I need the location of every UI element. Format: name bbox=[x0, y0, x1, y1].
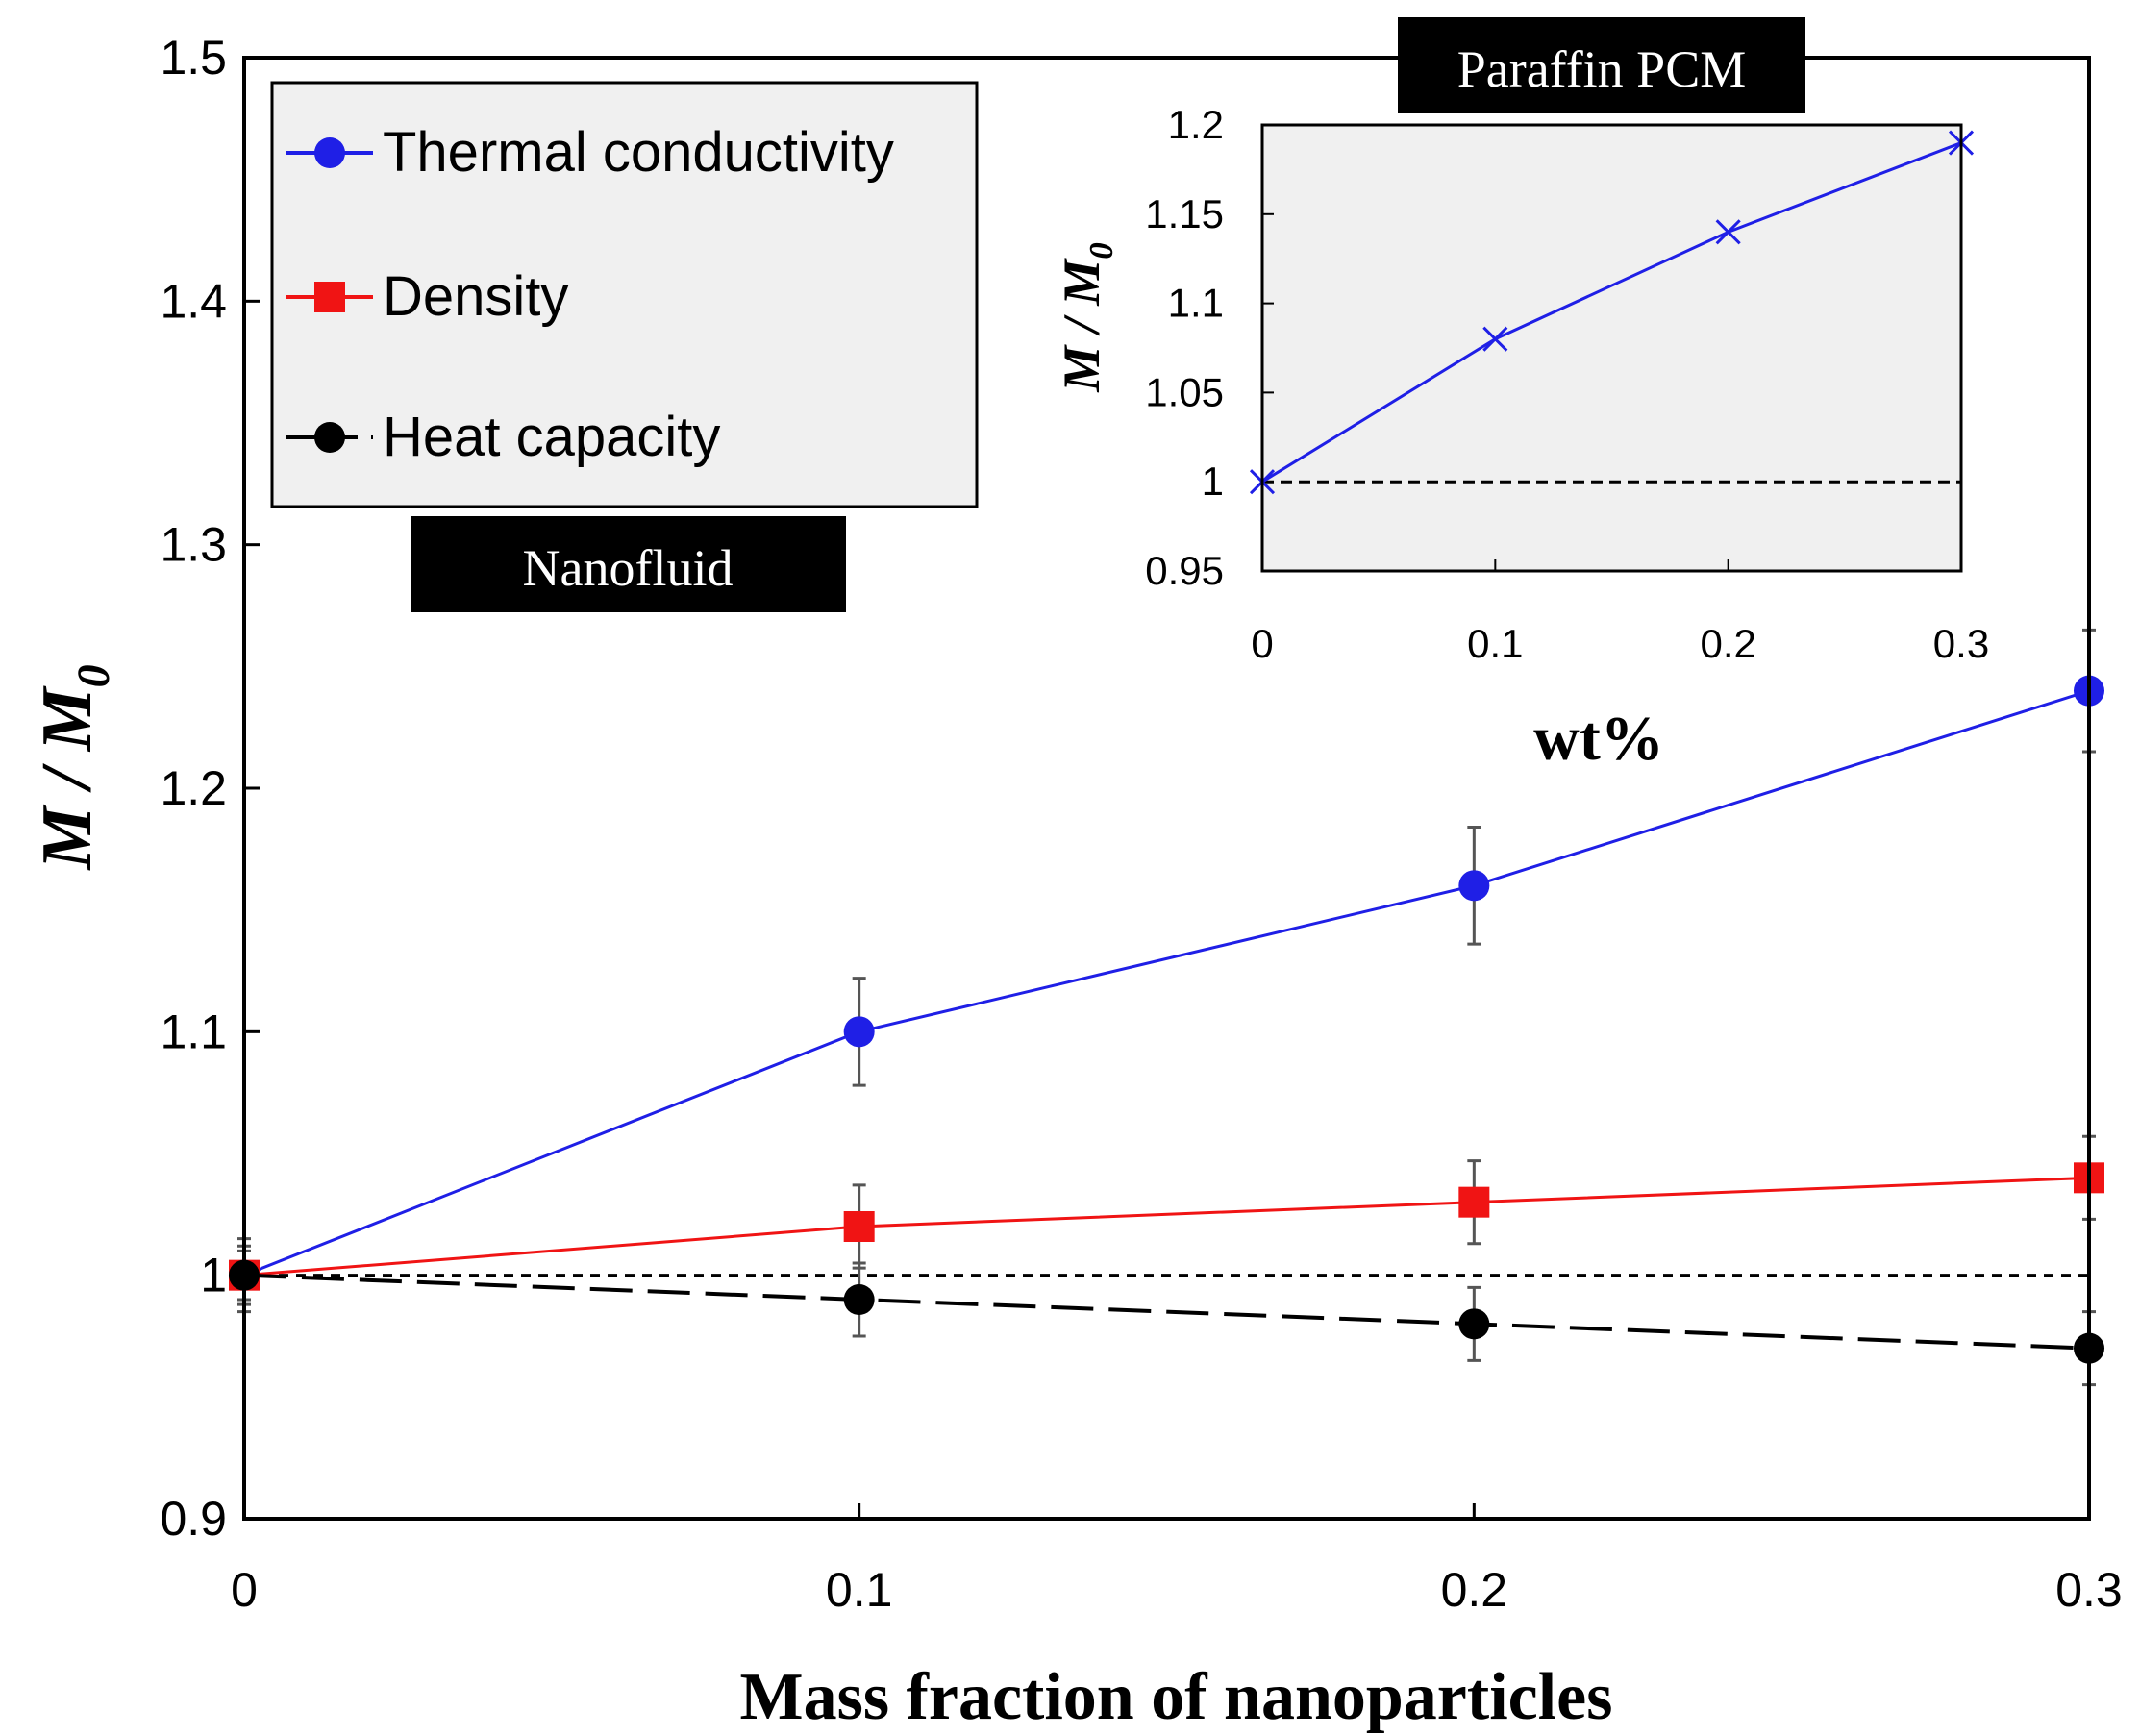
y-tick-label: 1.1 bbox=[160, 1004, 227, 1058]
inset-plot-frame bbox=[1260, 123, 1963, 573]
inset-title: Paraffin PCM bbox=[1457, 40, 1747, 98]
density-point bbox=[1458, 1186, 1490, 1218]
x-tick-label: 0 bbox=[231, 1563, 258, 1617]
inset-y-tick-label: 1.2 bbox=[1168, 102, 1224, 147]
y-tick-label: 1 bbox=[200, 1249, 227, 1302]
y-tick-label: 1.2 bbox=[160, 761, 227, 815]
thermal-conductivity-point bbox=[1458, 870, 1490, 902]
inset-x-tick-label: 0 bbox=[1251, 621, 1273, 666]
y-axis-label: M / M0 bbox=[28, 664, 119, 870]
inset-x-tick-label: 0.3 bbox=[1933, 621, 1989, 666]
inset-y-tick-label: 0.95 bbox=[1145, 548, 1224, 593]
inset-y-tick-label: 1.1 bbox=[1168, 281, 1224, 326]
y-tick-label: 1.5 bbox=[160, 31, 227, 85]
nanofluid-label: Nanofluid bbox=[523, 539, 734, 597]
thermal-conductivity-line bbox=[243, 689, 2090, 1277]
legend-thermal-conductivity-swatch-marker bbox=[314, 137, 345, 168]
inset-title-box bbox=[1398, 17, 1805, 113]
x-tick-label: 0.3 bbox=[2055, 1563, 2123, 1617]
inset-x-axis-label: wt% bbox=[1533, 704, 1664, 774]
heat-capacity-point bbox=[843, 1284, 875, 1315]
legend-density-swatch-marker bbox=[314, 282, 345, 312]
nanofluid-label-box bbox=[411, 516, 846, 612]
y-axis-label-main: M / M bbox=[28, 685, 107, 870]
heat-capacity-point bbox=[1458, 1308, 1490, 1340]
legend-box bbox=[270, 81, 979, 508]
legend-heat-capacity-swatch-marker bbox=[314, 422, 345, 453]
x-tick-label: 0.2 bbox=[1441, 1563, 1508, 1617]
x-axis-label: Mass fraction of nanoparticles bbox=[740, 1660, 1613, 1734]
legend-heat-capacity-label: Heat capacity bbox=[383, 406, 720, 468]
inset-x-tick-label: 0.2 bbox=[1700, 621, 1755, 666]
y-tick-label: 1.3 bbox=[160, 518, 227, 572]
y-axis-label-main: M / M bbox=[1053, 258, 1110, 393]
inset-x-tick-label: 0.1 bbox=[1467, 621, 1523, 666]
inset-thermal-conductivity-point bbox=[1482, 326, 1508, 352]
thermal-conductivity-point bbox=[843, 1016, 875, 1048]
density-point bbox=[843, 1211, 875, 1242]
inset-y-tick-label: 1.15 bbox=[1145, 191, 1224, 236]
main-plot-frame bbox=[242, 56, 2091, 1521]
y-tick-label: 1.4 bbox=[160, 274, 227, 328]
inset-y-tick-label: 1.05 bbox=[1145, 369, 1224, 414]
inset-thermal-conductivity-line bbox=[1261, 141, 1962, 484]
y-axis-label: M / M0 bbox=[1053, 242, 1120, 393]
y-axis-label-subscript: 0 bbox=[1082, 242, 1120, 260]
legend-thermal-conductivity-label: Thermal conductivity bbox=[383, 121, 894, 184]
x-tick-label: 0.1 bbox=[826, 1563, 893, 1617]
inset-thermal-conductivity-point bbox=[1715, 219, 1741, 245]
heat-capacity-line bbox=[243, 1273, 2090, 1351]
legend-density-label: Density bbox=[383, 265, 568, 328]
y-tick-label: 0.9 bbox=[160, 1492, 227, 1546]
density-line bbox=[243, 1176, 2090, 1277]
y-axis-label-subscript: 0 bbox=[68, 664, 119, 687]
inset-plot-background bbox=[1262, 125, 1961, 571]
inset-y-tick-label: 1 bbox=[1202, 459, 1224, 504]
